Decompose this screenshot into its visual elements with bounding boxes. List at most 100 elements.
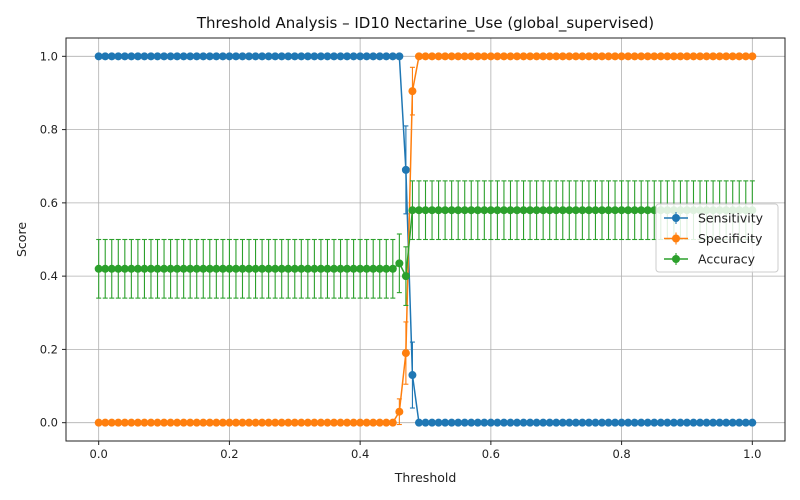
data-point [696, 418, 705, 427]
data-point [617, 52, 626, 61]
data-point [441, 418, 450, 427]
data-point [571, 52, 580, 61]
data-point [499, 52, 508, 61]
data-point [212, 52, 221, 61]
data-point [349, 418, 358, 427]
data-point [264, 52, 273, 61]
data-point [578, 52, 587, 61]
data-point [630, 206, 639, 215]
data-point [362, 418, 371, 427]
data-point [428, 206, 437, 215]
data-point [277, 418, 286, 427]
data-point [735, 52, 744, 61]
data-point [166, 52, 175, 61]
x-tick-label: 0.6 [482, 447, 500, 461]
legend-swatch-marker [672, 214, 680, 222]
data-point [388, 264, 397, 273]
data-point [447, 52, 456, 61]
data-point [290, 418, 299, 427]
data-point [140, 418, 149, 427]
data-point [617, 418, 626, 427]
data-point [271, 418, 280, 427]
series-layer [94, 52, 757, 427]
data-point [421, 418, 430, 427]
data-point [245, 418, 254, 427]
data-point [663, 52, 672, 61]
data-point [467, 206, 476, 215]
data-point [552, 418, 561, 427]
data-point [558, 52, 567, 61]
data-point [173, 264, 182, 273]
data-point [316, 52, 325, 61]
data-point [637, 52, 646, 61]
data-point [205, 264, 214, 273]
legend-entry-specificity: Specificity [664, 231, 763, 246]
data-point [199, 264, 208, 273]
data-point [382, 418, 391, 427]
data-point [637, 418, 646, 427]
data-point [356, 418, 365, 427]
data-point [323, 264, 332, 273]
data-point [748, 52, 757, 61]
data-point [467, 418, 476, 427]
data-point [682, 418, 691, 427]
data-point [558, 206, 567, 215]
data-point [591, 52, 600, 61]
data-point [558, 418, 567, 427]
data-point [192, 418, 201, 427]
data-point [101, 418, 110, 427]
data-point [669, 418, 678, 427]
data-point [460, 418, 469, 427]
data-point [277, 264, 286, 273]
y-axis: 0.0 0.2 0.4 0.6 0.8 1.0 [40, 49, 66, 430]
data-point [94, 264, 103, 273]
legend-label: Accuracy [698, 252, 756, 267]
data-point [218, 264, 227, 273]
data-point [133, 418, 142, 427]
data-point [486, 52, 495, 61]
data-point [630, 52, 639, 61]
data-point [480, 52, 489, 61]
data-point [663, 418, 672, 427]
data-point [160, 52, 169, 61]
data-point [258, 264, 267, 273]
data-point [676, 418, 685, 427]
y-tick-label: 0.4 [40, 269, 58, 283]
data-point [630, 418, 639, 427]
legend-entry-accuracy: Accuracy [664, 252, 756, 267]
data-point [336, 418, 345, 427]
data-point [323, 52, 332, 61]
data-point [604, 418, 613, 427]
data-point [597, 418, 606, 427]
data-point [421, 52, 430, 61]
x-tick-label: 1.0 [743, 447, 761, 461]
y-tick-label: 0.6 [40, 196, 58, 210]
data-point [395, 259, 404, 268]
data-point [153, 264, 162, 273]
data-point [526, 206, 535, 215]
data-point [454, 52, 463, 61]
data-point [676, 52, 685, 61]
data-point [245, 264, 254, 273]
data-point [526, 418, 535, 427]
data-point [539, 418, 548, 427]
data-point [565, 418, 574, 427]
data-point [356, 52, 365, 61]
data-point [284, 52, 293, 61]
data-point [297, 52, 306, 61]
data-point [186, 52, 195, 61]
data-point [284, 264, 293, 273]
plot-frame [65, 37, 786, 442]
data-point [251, 418, 260, 427]
data-point [728, 52, 737, 61]
data-point [650, 52, 659, 61]
data-point [349, 52, 358, 61]
data-point [120, 264, 129, 273]
data-point [709, 52, 718, 61]
data-point [310, 52, 319, 61]
data-point [571, 206, 580, 215]
data-point [643, 418, 652, 427]
y-axis-label: Score [14, 222, 29, 257]
data-point [238, 418, 247, 427]
data-point [539, 206, 548, 215]
